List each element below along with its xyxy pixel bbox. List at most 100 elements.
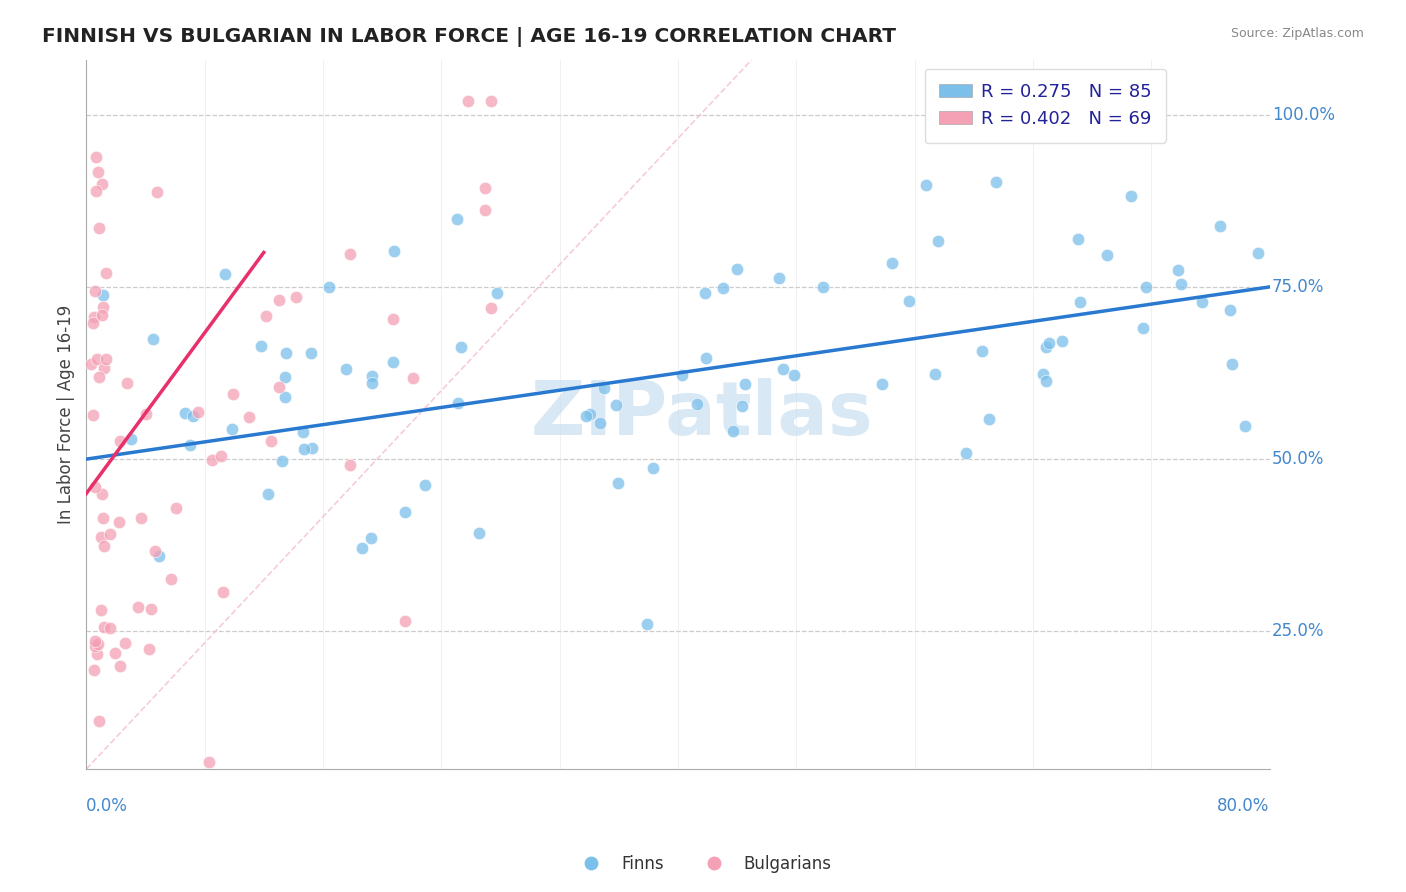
Point <box>83 663 105 677</box>
Point <box>87 221 110 235</box>
Point <box>481 301 503 315</box>
Point <box>479 94 502 108</box>
Point <box>181 409 204 423</box>
Point <box>1209 219 1232 234</box>
Point <box>394 505 416 519</box>
Point <box>94 351 117 366</box>
Point <box>977 412 1000 426</box>
Point <box>90 602 112 616</box>
Point <box>811 280 834 294</box>
Point <box>197 755 219 769</box>
Point <box>730 399 752 413</box>
Point <box>100 527 122 541</box>
Point <box>981 105 1004 120</box>
Point <box>110 659 132 673</box>
Point <box>273 391 295 405</box>
Point <box>783 368 806 383</box>
Text: 80.0%: 80.0% <box>1218 797 1270 815</box>
Point <box>86 351 108 366</box>
Point <box>1167 263 1189 277</box>
Point <box>1035 374 1057 388</box>
Point <box>1038 336 1060 351</box>
Point <box>83 639 105 653</box>
Point <box>301 441 323 455</box>
Text: 50.0%: 50.0% <box>1272 450 1324 468</box>
Point <box>84 480 107 494</box>
Point <box>254 309 277 323</box>
Point <box>83 284 105 298</box>
Point <box>1052 334 1074 349</box>
Point <box>474 180 496 194</box>
Point <box>82 409 104 423</box>
Point <box>1067 232 1090 246</box>
Point <box>382 355 405 369</box>
Point <box>87 714 110 728</box>
Point <box>318 280 340 294</box>
Point <box>98 621 121 635</box>
Point <box>110 434 132 449</box>
Point <box>160 572 183 586</box>
Point <box>139 601 162 615</box>
Point <box>485 285 508 300</box>
Point <box>90 530 112 544</box>
Point <box>671 368 693 382</box>
Point <box>352 541 374 555</box>
Point <box>269 380 291 394</box>
Point <box>257 487 280 501</box>
Point <box>695 285 717 300</box>
Text: 25.0%: 25.0% <box>1272 623 1324 640</box>
Point <box>772 361 794 376</box>
Point <box>589 416 612 430</box>
Point <box>80 357 103 371</box>
Text: 100.0%: 100.0% <box>1272 106 1334 124</box>
Point <box>143 543 166 558</box>
Point <box>249 339 271 353</box>
Point <box>86 637 108 651</box>
Point <box>915 178 938 192</box>
Point <box>413 477 436 491</box>
Point <box>114 636 136 650</box>
Point <box>84 633 107 648</box>
Point <box>93 360 115 375</box>
Point <box>457 94 479 108</box>
Point <box>212 584 235 599</box>
Text: 75.0%: 75.0% <box>1272 278 1324 296</box>
Point <box>1135 280 1157 294</box>
Point <box>91 510 114 524</box>
Point <box>284 290 307 304</box>
Point <box>138 642 160 657</box>
Text: 0.0%: 0.0% <box>86 797 128 815</box>
Point <box>361 369 384 384</box>
Point <box>924 368 946 382</box>
Point <box>870 377 893 392</box>
Point <box>221 422 243 436</box>
Point <box>93 287 115 301</box>
Point <box>575 409 598 423</box>
Point <box>201 452 224 467</box>
Point <box>84 150 107 164</box>
Point <box>606 476 628 491</box>
Point <box>1191 295 1213 310</box>
Point <box>142 332 165 346</box>
Point <box>146 185 169 199</box>
Point <box>84 184 107 198</box>
Point <box>641 461 664 475</box>
Point <box>1219 303 1241 318</box>
Point <box>1132 321 1154 335</box>
Point <box>174 406 197 420</box>
Y-axis label: In Labor Force | Age 16-19: In Labor Force | Age 16-19 <box>58 305 75 524</box>
Point <box>148 549 170 563</box>
Point <box>450 339 472 353</box>
Point <box>382 244 405 258</box>
Point <box>299 345 322 359</box>
Point <box>636 617 658 632</box>
Point <box>260 434 283 449</box>
Point <box>593 381 616 395</box>
Point <box>209 449 232 463</box>
Point <box>768 270 790 285</box>
Point <box>711 281 734 295</box>
Point <box>1095 248 1118 262</box>
Point <box>90 177 112 191</box>
Point <box>1220 357 1243 371</box>
Point <box>721 424 744 438</box>
